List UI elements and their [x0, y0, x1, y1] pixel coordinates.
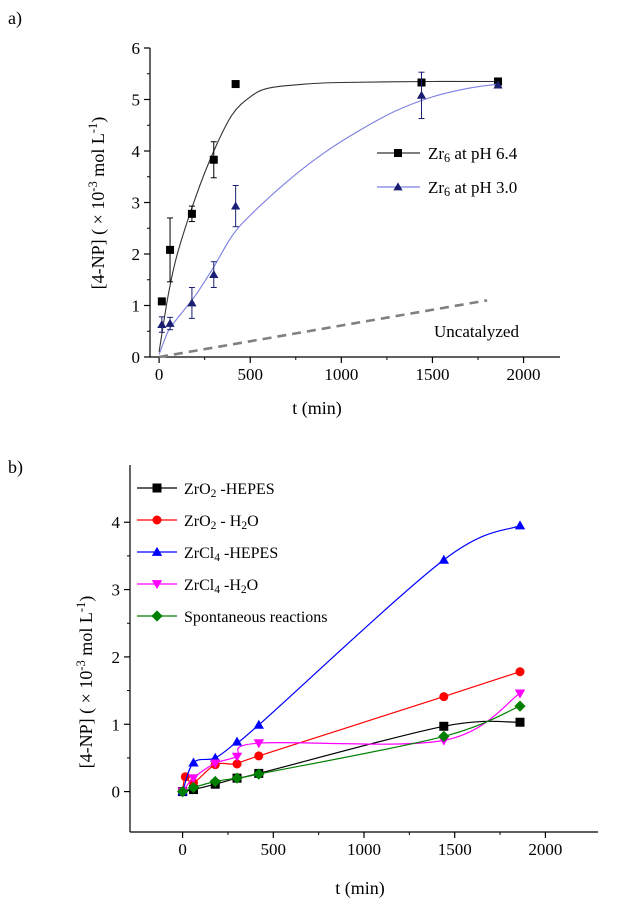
panel-a-letter: a) — [8, 8, 22, 29]
panel-b-series-line-2 — [182, 525, 521, 792]
panel-a-y-axis-title: [4-NP] ( × 10-3 mol L-1) — [86, 117, 109, 290]
panel-a-fit-line-0 — [158, 80, 499, 352]
panel-b-point-diamond — [187, 781, 200, 794]
panel-b-point-diamond — [253, 768, 265, 780]
panel-a-x-tick-label: 2000 — [507, 365, 541, 384]
panel-b-point-circle — [515, 667, 525, 677]
panel-a-x-axis-title: t (min) — [292, 398, 342, 419]
legend-marker-square — [394, 149, 402, 157]
legend-marker-circle — [152, 515, 162, 525]
panel-b-y-tick-label: 4 — [112, 513, 121, 532]
panel-a-point-triangle — [187, 298, 197, 307]
annotation-uncatalyzed: Uncatalyzed — [434, 322, 519, 341]
legend-label: Zr6 at pH 6.4 — [428, 144, 518, 165]
panel-a-y-tick-label: 1 — [132, 297, 141, 316]
panel-a-point-square — [166, 245, 175, 254]
panel-b-tick-labels: 0 500 1000 1500 2000 0 1 2 3 4 — [112, 513, 563, 859]
legend-marker-diamond — [151, 610, 163, 622]
panel-a-point-triangle — [165, 318, 175, 327]
panel-b-point-diamond — [514, 700, 526, 712]
panel-b-y-tick-label: 0 — [112, 783, 121, 802]
panel-b-point-triangle-down — [231, 752, 243, 762]
panel-a-x-tick-label: 1500 — [415, 365, 449, 384]
panel-b-x-tick-label: 2000 — [528, 840, 562, 859]
panel-a-point-triangle — [231, 201, 241, 210]
legend-marker-triangle-down — [151, 580, 163, 590]
panel-b-y-tick-label: 2 — [112, 648, 121, 667]
panel-a-point-triangle — [493, 80, 503, 89]
panel-b-point-triangle-down — [188, 774, 199, 784]
uncatalyzed-dashed-line — [158, 299, 488, 359]
legend-label: ZrCl4 -HEPES — [184, 545, 278, 564]
panel-b-x-tick-label: 1000 — [347, 840, 381, 859]
panel-a-point-triangle — [416, 90, 427, 99]
panel-b-x-tick-label: 500 — [261, 840, 287, 859]
panel-b-legend: ZrO2 -HEPES ZrO2 - H2O ZrCl4 -HEPES ZrCl4 -… — [137, 481, 328, 626]
legend-label: Zr6 at pH 3.0 — [428, 178, 517, 199]
panel-a-y-tick-label: 5 — [132, 91, 141, 110]
panel-b-letter: b) — [8, 457, 23, 478]
panel-b-point-triangle — [188, 757, 199, 767]
panel-a-y-tick-label: 4 — [132, 142, 141, 161]
panel-b-point-triangle-down — [253, 739, 264, 749]
legend-label: ZrCl4 -H2O — [184, 577, 258, 596]
legend-label: ZrO2 -HEPES — [184, 481, 275, 500]
panel-b-point-triangle — [253, 719, 264, 729]
panel-b-point-square — [439, 721, 449, 731]
panel-a-y-tick-label: 0 — [132, 348, 141, 367]
legend-marker-triangle — [393, 182, 403, 191]
panel-b-series — [176, 520, 526, 798]
panel-a-legend: Zr6 at pH 6.4 Zr6 at pH 3.0 — [377, 144, 518, 199]
panel-b-point-diamond — [231, 772, 243, 784]
panel-b-point-triangle-down — [210, 759, 221, 769]
panel-a-x-tick-label: 1000 — [324, 365, 358, 384]
panel-b-point-triangle — [231, 736, 243, 746]
panel-a-y-tick-label: 3 — [132, 194, 141, 213]
legend-marker-triangle — [151, 546, 163, 556]
panel-b-point-circle — [254, 751, 264, 761]
chart-panel-b: b) 0 500 1000 1500 2000 0 1 2 3 4 t (min) [4-NP] … — [8, 457, 598, 899]
panel-b-axes — [124, 465, 598, 838]
panel-a-fit-line-1 — [158, 83, 499, 355]
panel-a-point-square — [209, 155, 218, 164]
panel-a-tick-labels: 0 500 1000 1500 2000 0 1 2 3 4 5 6 — [132, 39, 541, 384]
panel-a-axes — [144, 47, 560, 363]
panel-a-point-triangle — [209, 270, 219, 278]
panel-a-y-tick-label: 6 — [132, 39, 141, 58]
panel-b-point-triangle — [438, 554, 449, 564]
legend-marker-square — [152, 483, 162, 493]
chart-panel-a: a) 0 500 1000 1500 2000 0 1 2 3 4 5 6 t (min) [4-NP… — [8, 8, 560, 419]
panel-b-point-diamond — [438, 730, 450, 743]
panel-a-point-square — [231, 80, 240, 89]
legend-label: Spontaneous reactions — [184, 609, 328, 626]
panel-b-point-triangle — [514, 520, 526, 530]
panel-a-point-square — [157, 297, 166, 306]
panel-b-y-axis-title: [4-NP] ( × 10-3 mol L-1) — [74, 596, 97, 769]
panel-b-y-tick-label: 3 — [112, 581, 121, 600]
panel-b-point-circle — [232, 759, 242, 769]
panel-b-point-triangle-down — [514, 689, 526, 699]
panel-a-point-triangle — [157, 319, 167, 328]
panel-a-point-square — [187, 209, 196, 218]
panel-a-x-tick-label: 500 — [237, 365, 263, 384]
panel-b-x-axis-title: t (min) — [335, 878, 385, 899]
panel-b-x-tick-label: 1500 — [438, 840, 472, 859]
panel-b-point-circle — [439, 692, 449, 702]
panel-b-x-tick-label: 0 — [178, 840, 187, 859]
panel-a-x-tick-label: 0 — [155, 365, 164, 384]
panel-a-y-tick-label: 2 — [132, 245, 141, 264]
panel-a-series — [157, 71, 503, 359]
panel-b-point-diamond — [209, 775, 221, 788]
panel-b-y-tick-label: 1 — [112, 715, 121, 734]
panel-b-point-diamond — [176, 785, 189, 798]
legend-label: ZrO2 - H2O — [184, 513, 259, 532]
panel-b-point-square — [515, 717, 525, 727]
